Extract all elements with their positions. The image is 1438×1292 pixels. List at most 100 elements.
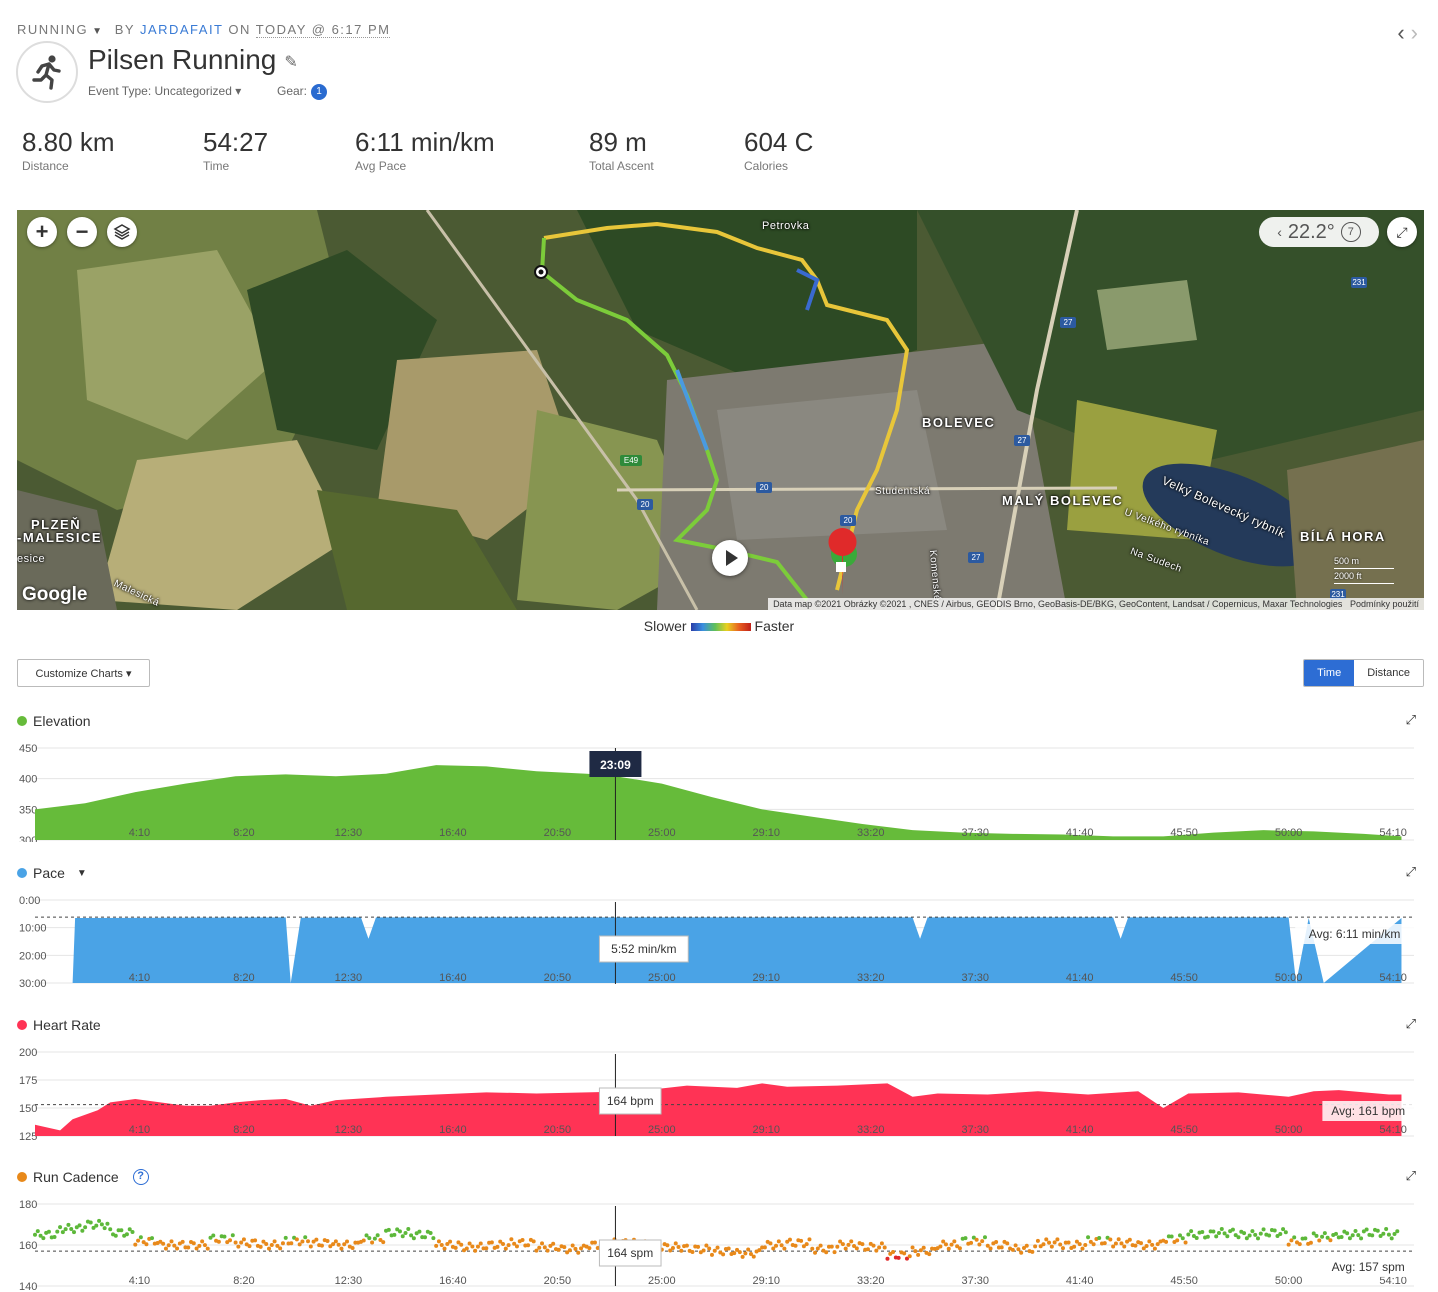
cadence-point bbox=[852, 1244, 857, 1249]
cadence-point bbox=[1381, 1231, 1386, 1236]
time-toggle-button[interactable]: Time bbox=[1304, 660, 1355, 686]
cadence-point bbox=[161, 1241, 166, 1246]
x-tick-label: 29:10 bbox=[753, 1124, 781, 1136]
customize-charts-button[interactable]: Customize Charts ▾ bbox=[17, 659, 150, 687]
x-tick-label: 41:40 bbox=[1066, 972, 1094, 984]
cadence-point bbox=[579, 1246, 584, 1251]
user-link[interactable]: JARDAFAIT bbox=[139, 22, 224, 37]
help-icon[interactable]: ? bbox=[132, 1169, 149, 1185]
pencil-edit-icon[interactable]: ✎ bbox=[284, 53, 298, 71]
x-tick-label: 16:40 bbox=[439, 972, 467, 984]
cadence-point bbox=[130, 1230, 135, 1235]
chart-title: Heart Rate bbox=[33, 1017, 101, 1033]
gear-count-badge[interactable]: 1 bbox=[311, 84, 328, 100]
cadence-chart[interactable]: 180 160 140 4:10 8:20 12:30 16:40 20:50 25:00 29:… bbox=[17, 1196, 1417, 1290]
cadence-point bbox=[994, 1239, 999, 1244]
cadence-point bbox=[824, 1250, 829, 1255]
cadence-point bbox=[1141, 1246, 1146, 1251]
zoom-out-button[interactable]: − bbox=[67, 217, 97, 247]
place-label: PLZEŇ bbox=[31, 517, 82, 532]
cadence-point bbox=[370, 1240, 375, 1245]
cadence-point bbox=[69, 1227, 74, 1232]
fullscreen-icon[interactable]: ⤢ bbox=[1387, 217, 1417, 247]
cadence-point bbox=[1314, 1233, 1319, 1238]
caret-down-icon[interactable]: ▼ bbox=[76, 867, 87, 879]
cadence-point bbox=[988, 1246, 993, 1251]
cadence-point bbox=[843, 1246, 848, 1251]
cadence-point bbox=[1033, 1244, 1038, 1249]
x-tick-label: 50:00 bbox=[1275, 1275, 1303, 1287]
activity-type-link[interactable]: RUNNING bbox=[17, 22, 89, 37]
cadence-point bbox=[952, 1239, 957, 1244]
cadence-point bbox=[1119, 1241, 1124, 1246]
y-tick-label: 10:00 bbox=[19, 923, 47, 935]
cadence-point bbox=[807, 1237, 812, 1242]
stat-time: 54:27 Time bbox=[203, 127, 268, 173]
cadence-point bbox=[375, 1233, 380, 1238]
cadence-point bbox=[1016, 1247, 1021, 1252]
cadence-point bbox=[1127, 1237, 1132, 1242]
x-tick-label: 12:30 bbox=[335, 1124, 363, 1136]
expand-icon[interactable]: ⤢ bbox=[1405, 1168, 1416, 1183]
cadence-point bbox=[896, 1255, 901, 1260]
cadence-point bbox=[1230, 1227, 1235, 1232]
cadence-point bbox=[294, 1237, 299, 1242]
play-route-button[interactable] bbox=[712, 540, 748, 576]
cadence-point bbox=[175, 1246, 180, 1251]
distance-toggle-button[interactable]: Distance bbox=[1354, 660, 1423, 686]
cadence-point bbox=[300, 1239, 305, 1244]
terms-link[interactable]: Podmínky použití bbox=[1349, 599, 1419, 609]
cadence-point bbox=[475, 1244, 480, 1249]
cadence-point bbox=[565, 1250, 570, 1255]
caret-down-icon[interactable]: ▼ bbox=[92, 26, 104, 37]
x-tick-label: 16:40 bbox=[439, 1124, 467, 1136]
satellite-imagery bbox=[17, 210, 1424, 610]
cadence-point bbox=[943, 1242, 948, 1247]
cadence-point bbox=[467, 1241, 472, 1246]
expand-icon[interactable]: ⤢ bbox=[1405, 864, 1416, 879]
route-map[interactable]: + − ‹ 22.2° 7 ⤢ Petrovka BOLEVEC MALÝ BO… bbox=[17, 210, 1424, 610]
event-type-dropdown[interactable]: Event Type: Uncategorized ▾ bbox=[88, 84, 241, 98]
cadence-chart-header: Run Cadence? bbox=[17, 1169, 149, 1185]
expand-icon[interactable]: ⤢ bbox=[1405, 1016, 1416, 1031]
gear-label: Gear: bbox=[277, 84, 308, 99]
cadence-point bbox=[272, 1239, 277, 1244]
weather-widget[interactable]: ‹ 22.2° 7 bbox=[1259, 217, 1379, 247]
road-number: 27 bbox=[1060, 317, 1076, 328]
x-tick-label: 54:10 bbox=[1379, 1124, 1407, 1136]
elevation-chart[interactable]: 450 400 350 300 4:10 8:20 12:30 16:40 20:50 25:00… bbox=[17, 740, 1417, 842]
zoom-in-button[interactable]: + bbox=[27, 217, 57, 247]
chevron-right-icon[interactable]: › bbox=[1410, 20, 1424, 45]
cadence-point bbox=[283, 1235, 288, 1240]
x-tick-label: 29:10 bbox=[753, 827, 781, 839]
cadence-point bbox=[860, 1242, 865, 1247]
cadence-point bbox=[829, 1244, 834, 1249]
map-layers-button[interactable] bbox=[107, 217, 137, 247]
cadence-point bbox=[35, 1229, 40, 1234]
x-tick-label: 37:30 bbox=[961, 1275, 989, 1287]
cadence-point bbox=[514, 1244, 519, 1249]
cadence-point bbox=[785, 1239, 790, 1244]
x-tick-label: 20:50 bbox=[544, 1124, 572, 1136]
cadence-point bbox=[275, 1243, 280, 1248]
cadence-point bbox=[314, 1237, 319, 1242]
pace-chart[interactable]: 0:00 10:00 20:00 30:00 4:10 8:20 12:30 16:40 20:… bbox=[17, 892, 1417, 994]
cadence-point bbox=[1138, 1241, 1143, 1246]
cadence-point bbox=[1116, 1237, 1121, 1242]
expand-icon[interactable]: ⤢ bbox=[1405, 712, 1416, 727]
cadence-point bbox=[1283, 1230, 1288, 1235]
cadence-point bbox=[570, 1243, 575, 1248]
stat-total-ascent: 89 m Total Ascent bbox=[589, 127, 654, 173]
gear-selector[interactable]: Gear: 1 bbox=[277, 84, 328, 100]
chevron-left-icon[interactable]: ‹ bbox=[1397, 20, 1411, 45]
activity-datetime[interactable]: TODAY @ 6:17 PM bbox=[255, 22, 391, 38]
cadence-point bbox=[77, 1223, 82, 1228]
x-tick-label: 50:00 bbox=[1275, 827, 1303, 839]
stat-value: 54:27 bbox=[203, 127, 269, 157]
cadence-point bbox=[776, 1239, 781, 1244]
attribution-text: Data map ©2021 Obrázky ©2021 , CNES / Ai… bbox=[773, 599, 1343, 609]
road-number: 231 bbox=[1351, 277, 1367, 288]
heart-rate-chart[interactable]: 200 175 150 125 4:10 8:20 12:30 16:40 20:50 25:00… bbox=[17, 1044, 1417, 1146]
cadence-point bbox=[1164, 1239, 1169, 1244]
place-label: Petrovka bbox=[762, 220, 810, 232]
